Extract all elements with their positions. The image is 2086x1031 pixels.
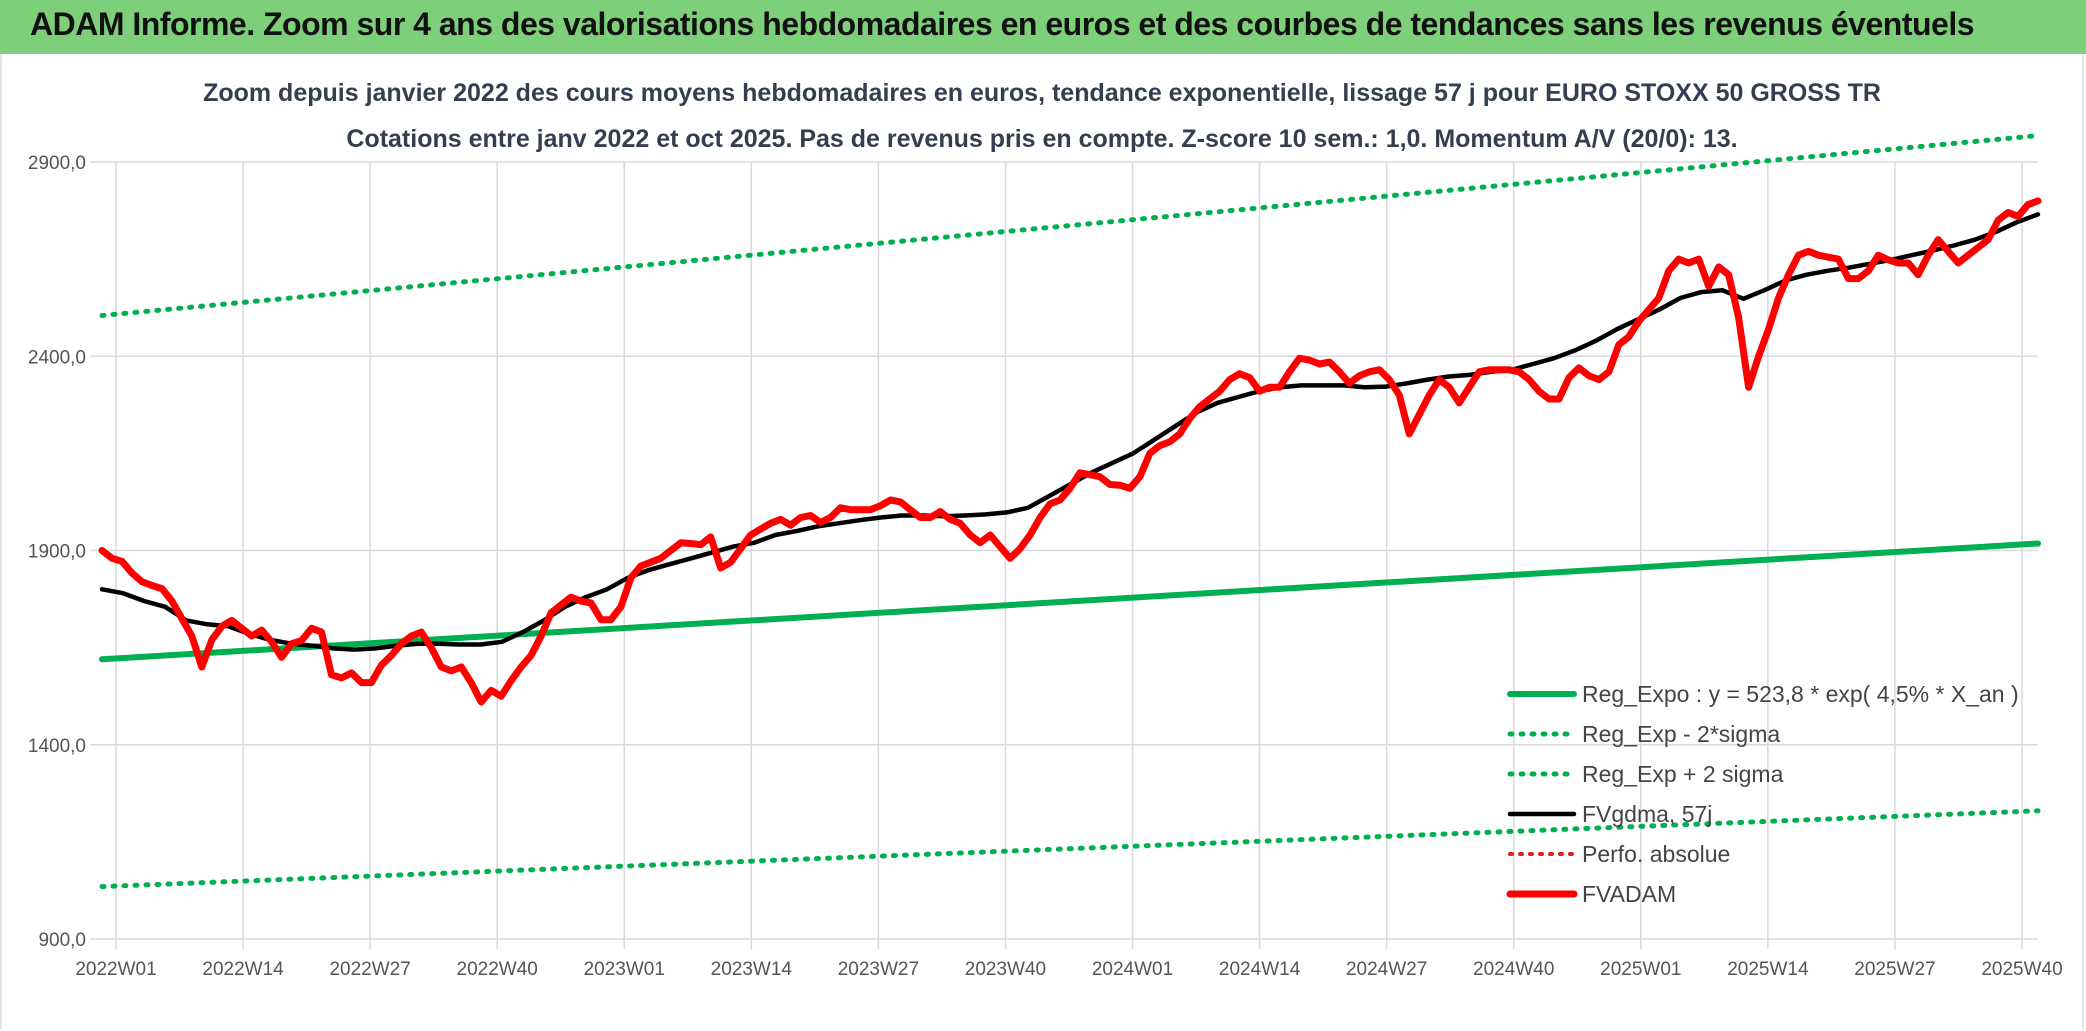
y-tick-label: 1900,0 [28, 542, 86, 563]
x-tick-label: 2025W14 [1727, 959, 1809, 980]
chart-frame: Zoom depuis janvier 2022 des cours moyen… [0, 54, 2084, 1029]
x-tick-label: 2024W40 [1473, 959, 1554, 980]
y-tick-label: 2900,0 [28, 153, 86, 174]
legend-label: FVgdma, 57j [1582, 801, 1712, 827]
x-tick-label: 2023W01 [584, 959, 665, 980]
x-tick-label: 2023W27 [838, 959, 919, 980]
line-chart: Zoom depuis janvier 2022 des cours moyen… [28, 79, 2063, 980]
legend-label: Reg_Exp + 2 sigma [1582, 761, 1784, 787]
x-tick-label: 2024W14 [1219, 959, 1301, 980]
x-tick-label: 2023W14 [711, 959, 793, 980]
series-line-3 [99, 212, 2041, 652]
legend-label: Reg_Expo : y = 523,8 * exp( 4,5% * X_an … [1582, 681, 2019, 707]
x-tick-label: 2023W40 [965, 959, 1046, 980]
x-tick-label: 2024W01 [1092, 959, 1173, 980]
x-tick-label: 2025W27 [1854, 959, 1935, 980]
y-axis-ticks: 900,0 1400,0 1900,0 2400,0 2900,0 [28, 153, 86, 951]
y-tick-label: 900,0 [38, 930, 86, 951]
series-line-0 [99, 540, 2041, 663]
y-tick-label: 1400,0 [28, 736, 86, 757]
y-tick-label: 2400,0 [28, 347, 86, 368]
chart-legend: Reg_Expo : y = 523,8 * exp( 4,5% * X_an … [1506, 681, 2019, 907]
x-tick-label: 2022W14 [202, 959, 284, 980]
series-line-2 [99, 133, 2041, 318]
x-tick-label: 2022W40 [457, 959, 538, 980]
x-tick-label: 2022W01 [75, 959, 156, 980]
chart-subtitle: Cotations entre janv 2022 et oct 2025. P… [346, 125, 1737, 153]
series-line-5 [98, 197, 2042, 706]
x-tick-label: 2025W40 [1981, 959, 2062, 980]
chart-title: Zoom depuis janvier 2022 des cours moyen… [203, 79, 1881, 107]
report-banner: ADAM Informe. Zoom sur 4 ans des valoris… [0, 0, 2086, 54]
x-tick-label: 2024W27 [1346, 959, 1427, 980]
legend-label: Perfo. absolue [1582, 841, 1730, 867]
x-tick-label: 2025W01 [1600, 959, 1681, 980]
chart-grid [90, 161, 2038, 949]
x-tick-label: 2022W27 [329, 959, 410, 980]
legend-label: FVADAM [1582, 881, 1676, 907]
report-title: ADAM Informe. Zoom sur 4 ans des valoris… [30, 6, 1975, 42]
chart-series [98, 133, 2042, 890]
legend-label: Reg_Exp - 2*sigma [1582, 721, 1780, 747]
series-line-1 [99, 808, 2041, 890]
x-axis-ticks: 2022W01 2022W14 2022W27 2022W40 2023W01 2023W… [75, 959, 2062, 980]
